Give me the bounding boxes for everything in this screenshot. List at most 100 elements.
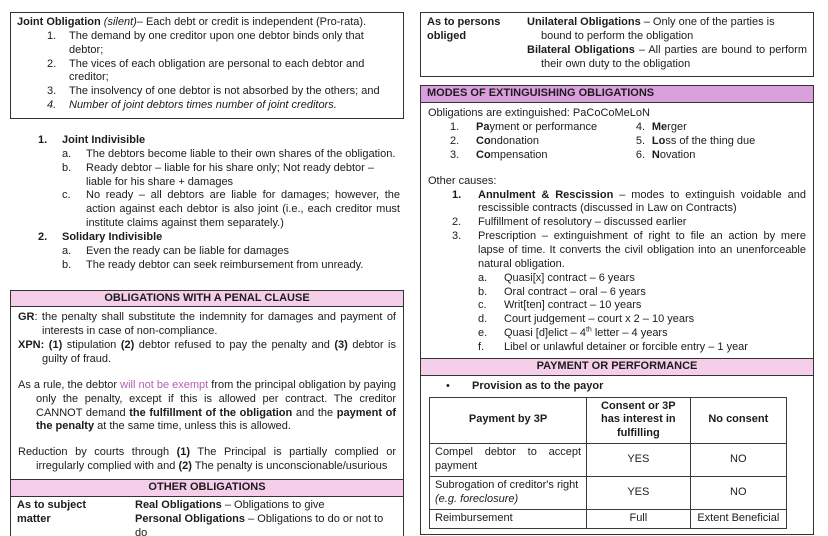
penal-clause-body: GR: the penalty shall substitute the ind… [11, 307, 403, 479]
list-item: 3. The insolvency of one debtor is not a… [17, 85, 397, 99]
list-item: 1. Annulment & Rescission – modes to ext… [428, 189, 806, 217]
list-text: Fulfillment of resolutory – discussed ea… [478, 216, 806, 230]
exception-paragraph: XPN: (1) stipulation (2) debtor refused … [18, 339, 396, 367]
reduction-seg: (1) [176, 446, 191, 459]
list-item: 4. Number of joint debtors times number … [17, 99, 397, 113]
list-marker: 2. [452, 216, 462, 229]
definition: Prescription – extinguishment of right t… [478, 230, 806, 270]
list-title: Solidary Indivisible [62, 231, 163, 244]
row-label: As to subject matter [17, 499, 135, 536]
list-marker: 3. [452, 230, 462, 243]
rule-seg: and the [292, 406, 337, 419]
list-text: Libel or unlawful detainer or forcible e… [504, 341, 748, 354]
list-text: Ready debtor – liable for his share only… [86, 161, 374, 188]
list-marker: d. [478, 313, 488, 326]
list-marker: b. [62, 258, 72, 271]
list-marker: 2. [47, 57, 57, 70]
list-marker: 4. [47, 99, 57, 112]
list-item: d. Court judgement – court x 2 – 10 years [428, 313, 806, 327]
term: Annulment & Rescission [478, 188, 614, 201]
table-cell: YES [586, 475, 691, 510]
cell-text: Subrogation of creditor's right [435, 478, 579, 491]
content-line: Personal Obligations – Obligations to do… [135, 513, 397, 536]
list-item: b. Ready debtor – liable for his share o… [14, 162, 400, 190]
spacer [18, 367, 396, 379]
list-item: c. Writ[ten] contract – 10 years [428, 299, 806, 313]
table-cell: NO [689, 443, 788, 477]
list-text-part: Quasi [d]elict – 4 [504, 327, 586, 340]
list-marker: a. [62, 147, 72, 160]
mnemonic-part: Co [476, 135, 491, 148]
list-text: The ready debtor can seek reimbursement … [86, 258, 364, 271]
list-marker: c. [62, 189, 71, 202]
list-marker: c. [478, 299, 487, 312]
list-item: 2. Solidary Indivisible [14, 231, 400, 245]
right-column: As to persons obliged Unilateral Obligat… [420, 12, 814, 536]
table-cell: Subrogation of creditor's right (e.g. for… [428, 475, 588, 510]
content-line: Unilateral Obligations – Only one of the… [527, 16, 807, 44]
list-item: 2. Condonation [428, 135, 636, 149]
list-item: e. Quasi [d]elict – 4th letter – 4 years [428, 327, 806, 341]
list-item: b. Oral contract – oral – 6 years [428, 286, 806, 300]
rule-seg: As a rule, the debtor [18, 378, 121, 391]
payment-table: Payment by 3P Consent or 3P has interest… [428, 396, 788, 529]
other-obligations-header: OTHER OBLIGATIONS [11, 480, 403, 497]
table-header-row: Payment by 3P Consent or 3P has interest… [428, 396, 788, 445]
provision-label: Provision as to the payor [472, 379, 604, 392]
list-text: Payment or performance [476, 121, 636, 135]
list-item: b. The ready debtor can seek reimburseme… [14, 259, 400, 273]
list-item: 1. The demand by one creditor upon one d… [17, 30, 397, 58]
list-marker: b. [62, 161, 72, 174]
mnemonic-part: Co [476, 148, 491, 161]
penal-clause-box: OBLIGATIONS WITH A PENAL CLAUSE GR: the … [10, 289, 404, 481]
list-marker: 4. [635, 121, 646, 134]
term: Unilateral Obligations [527, 16, 641, 28]
list-marker: 1. [450, 121, 460, 134]
ordinal-superscript: th [585, 326, 592, 334]
list-item: a. Even the ready can be liable for dama… [14, 245, 400, 259]
list-item: 4. Merger [636, 121, 806, 135]
list-item: 6. Novation [636, 149, 806, 163]
column-header: Consent or 3P has interest in fulfilling [586, 396, 691, 445]
left-column: Joint Obligation (silent)– Each debt or … [10, 12, 404, 536]
list-text: Merger [652, 121, 806, 135]
list-text: Compensation [476, 149, 636, 163]
term: Real Obligations [135, 498, 222, 511]
word-rest: yment or performance [489, 121, 598, 134]
list-item: a. Quasi[x] contract – 6 years [428, 272, 806, 286]
reduction-seg: Reduction by courts through [18, 446, 177, 459]
list-marker: a. [62, 244, 72, 257]
list-marker: e. [478, 327, 488, 340]
list-text: Quasi [d]elict – 4th letter – 4 years [504, 327, 806, 341]
list-item: 1. Joint Indivisible [14, 134, 400, 148]
definition: – Obligations to give [221, 498, 325, 511]
xpn-seg: (1) [44, 339, 63, 352]
cell-text-italic: (e.g. foreclosure) [435, 492, 519, 505]
list-text: Novation [652, 149, 806, 163]
mnemonic-part: Lo [651, 135, 666, 148]
word-rest: ss of the thing due [665, 135, 756, 148]
payment-performance-header: PAYMENT OR PERFORMANCE [421, 357, 813, 376]
list-text: Loss of the thing due [652, 135, 806, 149]
xpn-seg: (2) [120, 339, 135, 352]
definition: – modes to extinguish voidable and resci… [478, 188, 806, 215]
other-obligations-box: OTHER OBLIGATIONS As to subject matter R… [10, 480, 404, 536]
table-cell: Reimbursement [428, 508, 588, 529]
definition: – Only one of the parties is bound to pe… [541, 16, 775, 42]
list-marker: a. [478, 271, 488, 284]
rule-paragraph: As a rule, the debtor will not be exempt… [18, 379, 396, 434]
list-marker: 1. [452, 188, 462, 201]
list-item: 3. Compensation [428, 149, 636, 163]
table-row: Compel debtor to accept payment YES NO [428, 443, 788, 477]
reduction-seg: The penalty is unconscionable/usurious [191, 460, 388, 473]
term: Bilateral Obligations [527, 43, 635, 56]
list-item: 2. Fulfillment of resolutory – discussed… [428, 216, 806, 230]
column-header: Payment by 3P [428, 396, 588, 445]
list-marker: 1. [38, 134, 48, 147]
xpn-seg: (3) [334, 339, 348, 352]
content-line: Real Obligations – Obligations to give [135, 499, 397, 513]
list-text: Number of joint debtors times number of … [69, 99, 337, 112]
gr-label: GR [18, 311, 35, 324]
list-marker: 3. [450, 148, 460, 161]
